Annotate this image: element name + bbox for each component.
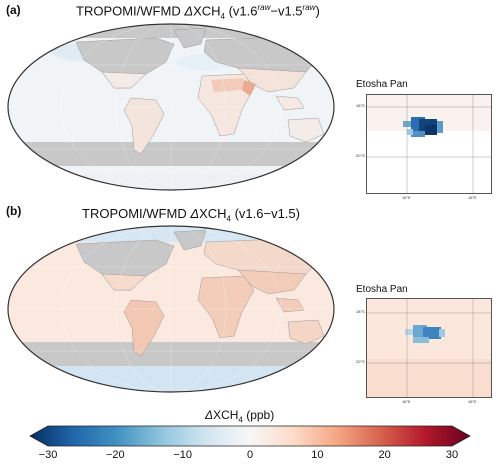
colorbar-tick-label: 30 [445, 449, 459, 461]
inset-b-lat-bottom: 20°S [356, 359, 365, 364]
inset-a-title: Etosha Pan [356, 79, 408, 90]
inset-a-lon-left: 16°E [402, 195, 411, 200]
etosha-pan-blue-b [405, 325, 445, 343]
inset-b-field [367, 299, 491, 397]
panel-a-title: TROPOMI/WFMD ΔXCH4 (v1.6raw−v1.5raw) [76, 3, 320, 21]
australia-b [287, 319, 325, 345]
colorbar-tick-label: 10 [311, 449, 324, 461]
southeast-asia-a [275, 95, 305, 111]
map-frame-b [7, 225, 335, 393]
inset-a-lat-top: 18°S [356, 103, 365, 108]
inset-b-lon-right: 18°E [468, 399, 477, 404]
colorbar-tick-label: −20 [105, 449, 125, 461]
south-america-a [123, 97, 165, 155]
inset-b-map [366, 298, 492, 398]
north-america-south-b [101, 273, 147, 291]
inset-a-map [366, 94, 492, 194]
colorbar-tick-label: −10 [173, 449, 192, 461]
inset-a-lat-bottom: 20°S [356, 153, 365, 158]
inset-b-lat-top: 18°S [356, 309, 365, 314]
panel-b-title: TROPOMI/WFMD ΔXCH4 (v1.6−v1.5) [82, 206, 300, 224]
inset-b-lon-left: 16°E [402, 399, 411, 404]
south-america-b [123, 299, 165, 357]
colorbar-tick-label: 20 [378, 449, 391, 461]
colorbar-label: ΔXCH4 (ppb) [205, 408, 275, 425]
panel-b-label: (b) [6, 204, 22, 218]
inset-a-lon-right: 18°E [468, 195, 477, 200]
world-map-a [7, 23, 335, 191]
arabia-hotspot-a [242, 80, 256, 96]
inset-b-title: Etosha Pan [356, 284, 408, 295]
etosha-pan-blue-a [403, 117, 443, 137]
map-frame-a [7, 23, 335, 191]
greenland-b [173, 229, 207, 251]
world-map-b [7, 225, 335, 393]
greenland-a [173, 27, 207, 49]
north-america-south-a [101, 71, 147, 89]
southeast-asia-b [275, 297, 305, 313]
sahara-hotspot-a [211, 78, 244, 92]
colorbar-tick-label: −30 [38, 449, 58, 461]
inset-a-field [367, 95, 491, 193]
asia-south-b [237, 269, 307, 295]
colorbar-tick-label: 0 [246, 449, 254, 461]
australia-a [287, 117, 325, 143]
colorbar [29, 425, 471, 447]
panel-a-label: (a) [6, 3, 21, 17]
colorbar-bar [29, 425, 471, 447]
asia-south-a [237, 67, 307, 93]
